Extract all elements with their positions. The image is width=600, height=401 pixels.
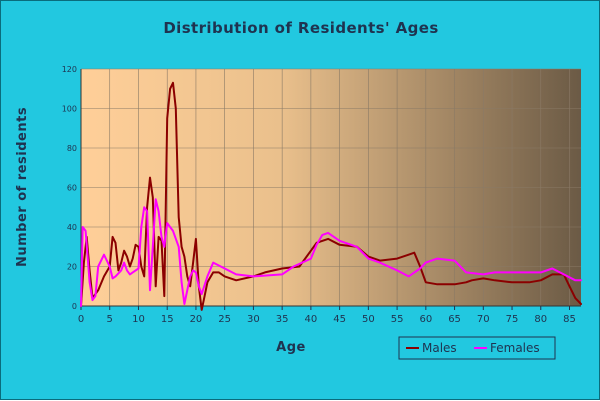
- x-axis-title: Age: [276, 340, 306, 355]
- x-tick-label: 25: [218, 314, 231, 325]
- y-tick-label: 120: [62, 65, 77, 74]
- y-axis-title: Number of residents: [15, 107, 30, 267]
- series-line-males: [80, 81, 582, 311]
- x-tick-label: 40: [305, 314, 318, 325]
- x-tick-label: 80: [534, 314, 547, 325]
- series-line-females: [80, 198, 582, 307]
- x-tick-label: 30: [247, 314, 260, 325]
- x-tick-label: 10: [132, 314, 145, 325]
- chart-title: Distribution of Residents' Ages: [163, 19, 438, 37]
- x-tick-label: 55: [391, 314, 404, 325]
- legend-label-females: Females: [490, 341, 540, 355]
- x-tick-label: 65: [448, 314, 461, 325]
- y-tick-label: 40: [67, 223, 77, 232]
- x-tick-label: 60: [419, 314, 432, 325]
- y-tick-label: 20: [67, 263, 77, 272]
- x-tick-label: 0: [78, 314, 84, 325]
- x-tick-label: 35: [276, 314, 289, 325]
- x-tick-label: 15: [161, 314, 174, 325]
- axes: 0 20 40 60 80 100 120 0 5 10 15 20 25 30 35 40 45 50 55 60 6…: [62, 65, 581, 325]
- x-tick-label: 70: [477, 314, 490, 325]
- y-tick-label: 100: [62, 105, 77, 114]
- y-tick-label: 60: [67, 184, 77, 193]
- series-lines: [80, 81, 582, 311]
- x-tick-label: 20: [190, 314, 203, 325]
- x-tick-label: 45: [333, 314, 346, 325]
- y-tick-label: 0: [72, 302, 77, 311]
- x-tick-label: 5: [107, 314, 113, 325]
- legend: Males Females: [398, 336, 556, 360]
- y-tick-label: 80: [67, 144, 77, 153]
- x-tick-label: 50: [362, 314, 375, 325]
- x-tick-label: 75: [506, 314, 519, 325]
- x-tick-label: 85: [563, 314, 576, 325]
- legend-label-males: Males: [422, 341, 457, 355]
